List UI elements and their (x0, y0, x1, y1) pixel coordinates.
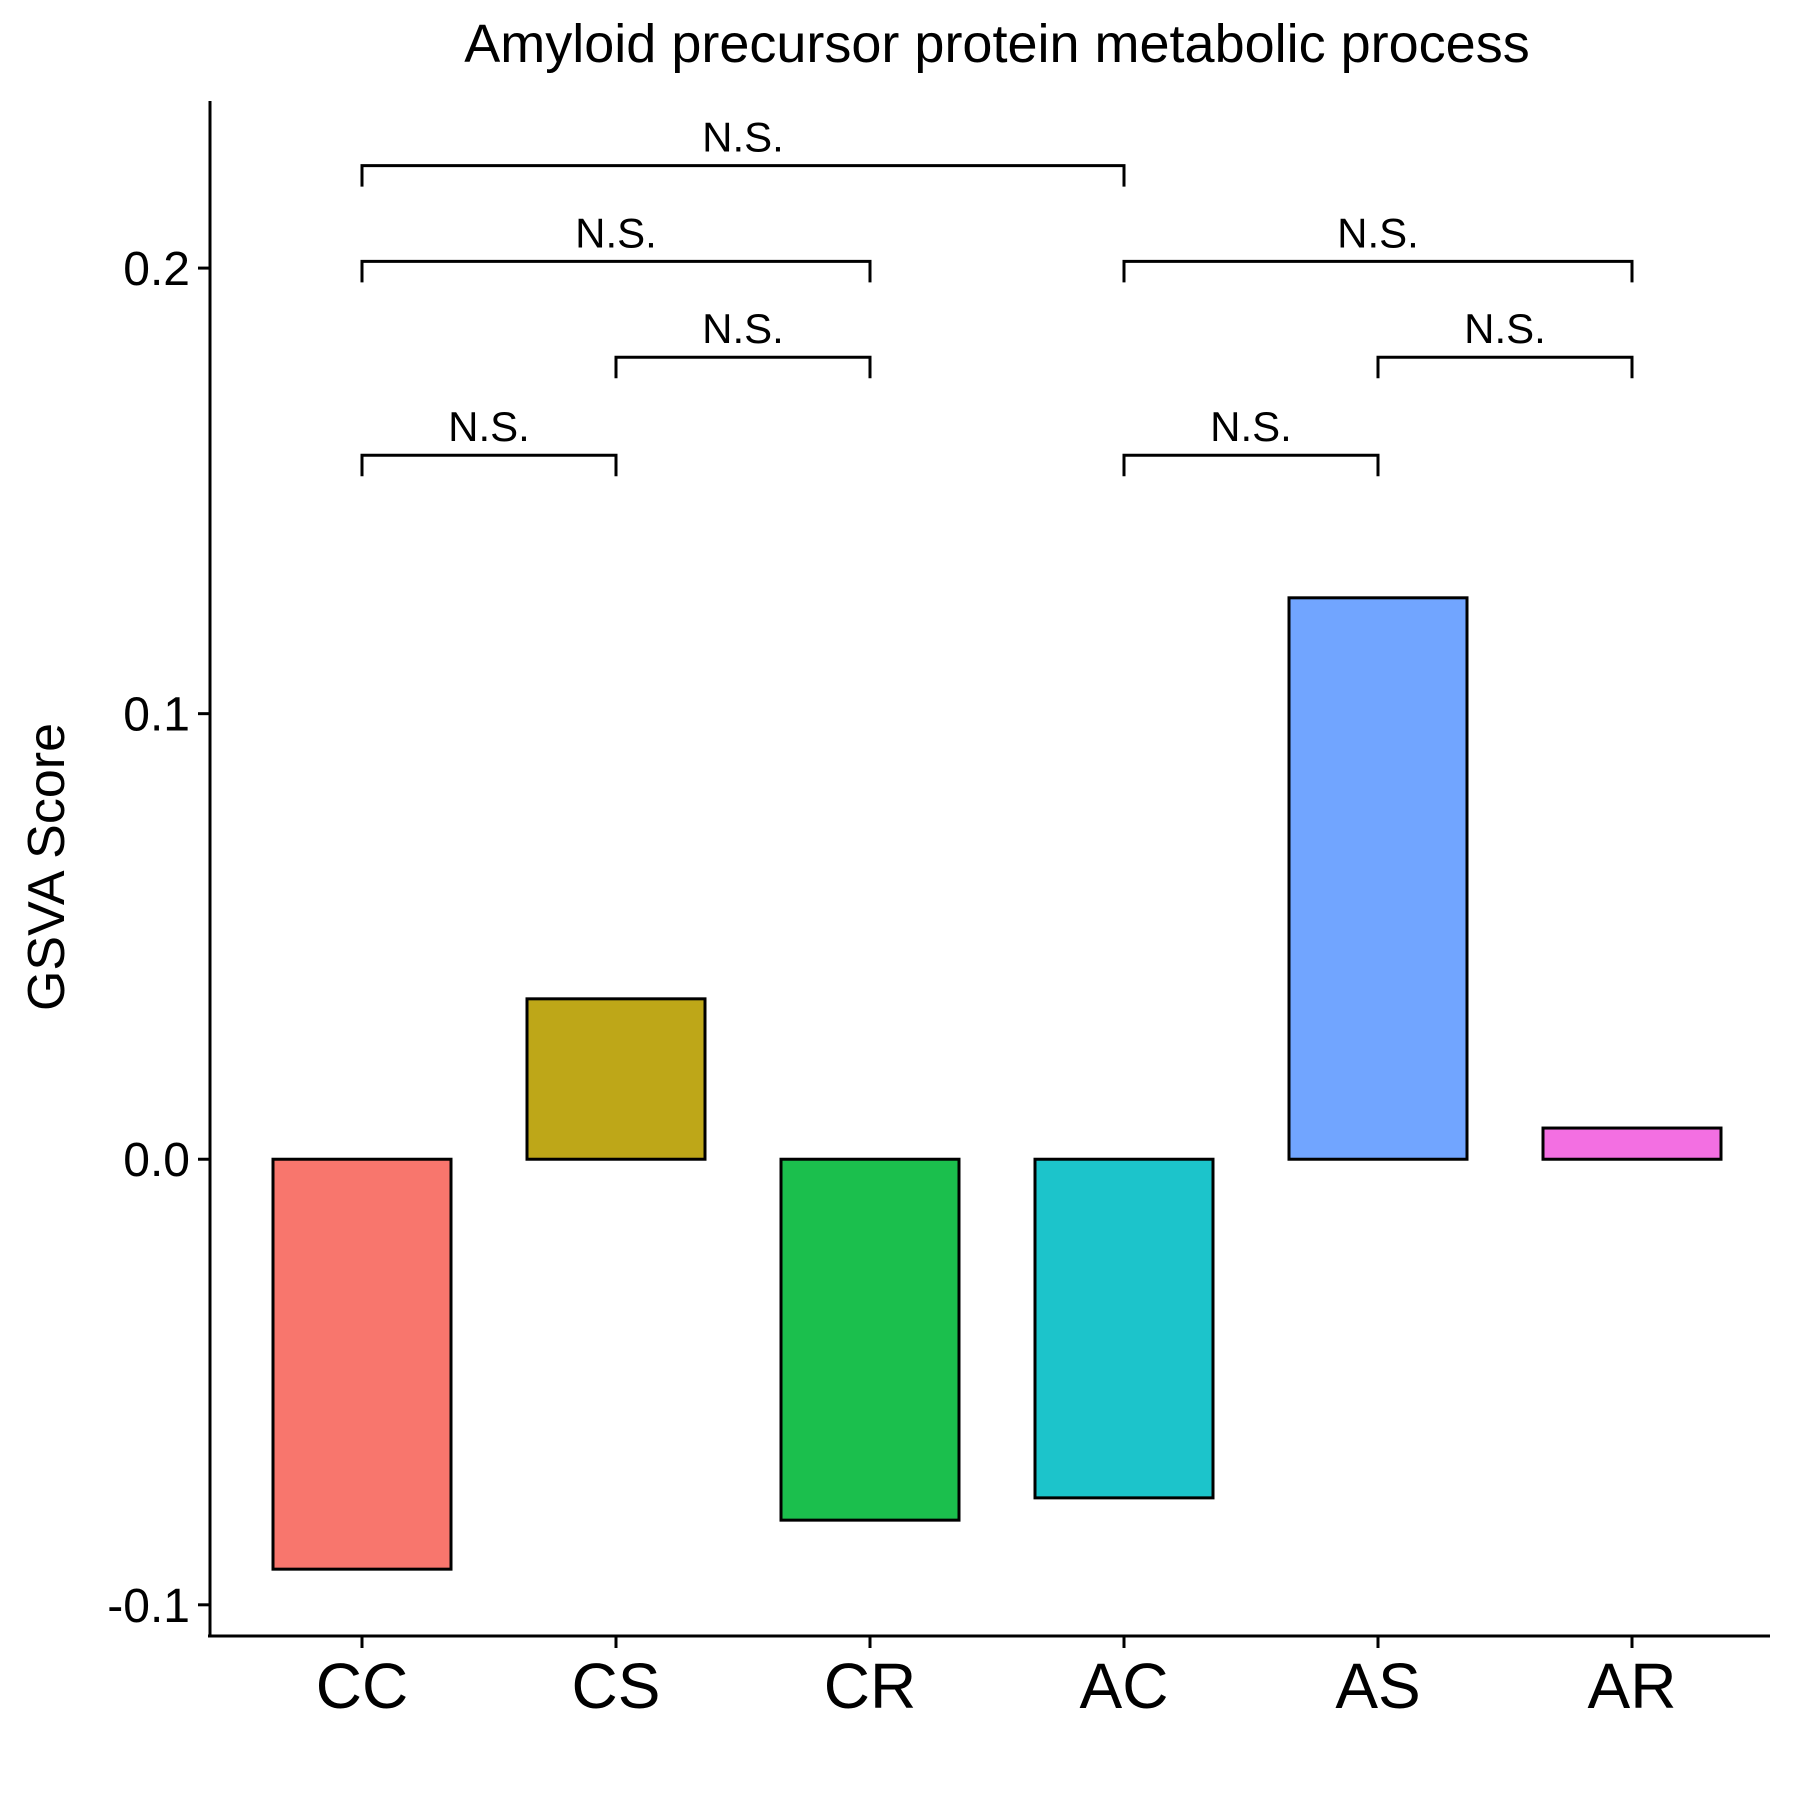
comparison-cc-cr: N.S. (360, 209, 872, 283)
comparison-label: N.S. (448, 403, 530, 450)
comparison-bracket (360, 164, 1126, 187)
y-tick-label: 0.2 (123, 243, 190, 296)
comparison-label: N.S. (575, 209, 657, 256)
comparison-bracket (1376, 355, 1634, 379)
x-tick-label: AR (1588, 1650, 1677, 1722)
comparison-label: N.S. (702, 114, 784, 161)
bar-ar (1541, 1126, 1723, 1161)
bar-ac (1033, 1157, 1215, 1500)
y-axis-label: GSVA Score (18, 723, 76, 1011)
comparison-label: N.S. (1210, 403, 1292, 450)
x-tick-label: AS (1335, 1650, 1420, 1722)
comparison-bracket (614, 355, 872, 379)
y-ticks: -0.1 0.0 0.1 0.2 (107, 243, 210, 1633)
x-ticks: CC CS CR AC AS AR (316, 1636, 1677, 1722)
bar-cc (271, 1157, 453, 1571)
bars-layer (271, 596, 1723, 1571)
comparison-bracket (1122, 453, 1380, 477)
comparison-as-ar: N.S. (1376, 305, 1634, 379)
y-tick-label: 0.1 (123, 689, 190, 742)
comparison-cs-cr: N.S. (614, 305, 872, 379)
y-tick-label: 0.0 (123, 1134, 190, 1187)
comparison-cc-ac: N.S. (360, 114, 1126, 187)
x-tick-label: CC (316, 1650, 408, 1722)
comparison-bracket (360, 453, 618, 477)
comparison-ac-as: N.S. (1122, 403, 1380, 477)
bar-cs (525, 997, 707, 1161)
bar-cr (779, 1157, 961, 1522)
comparison-label: N.S. (1337, 209, 1419, 256)
x-tick-label: CR (824, 1650, 916, 1722)
bar-as (1287, 596, 1469, 1161)
comparison-ac-ar: N.S. (1122, 209, 1634, 283)
comparison-label: N.S. (1464, 305, 1546, 352)
x-tick-label: AC (1080, 1650, 1169, 1722)
y-tick-label: -0.1 (107, 1580, 190, 1633)
comparison-bracket (1122, 259, 1634, 283)
significance-brackets: N.S. N.S. N.S. N.S. N.S. N.S. N.S. (360, 114, 1634, 477)
chart-title: Amyloid precursor protein metabolic proc… (464, 14, 1529, 74)
comparison-cc-cs: N.S. (360, 403, 618, 477)
comparison-label: N.S. (702, 305, 784, 352)
comparison-bracket (360, 259, 872, 283)
x-tick-label: CS (572, 1650, 661, 1722)
